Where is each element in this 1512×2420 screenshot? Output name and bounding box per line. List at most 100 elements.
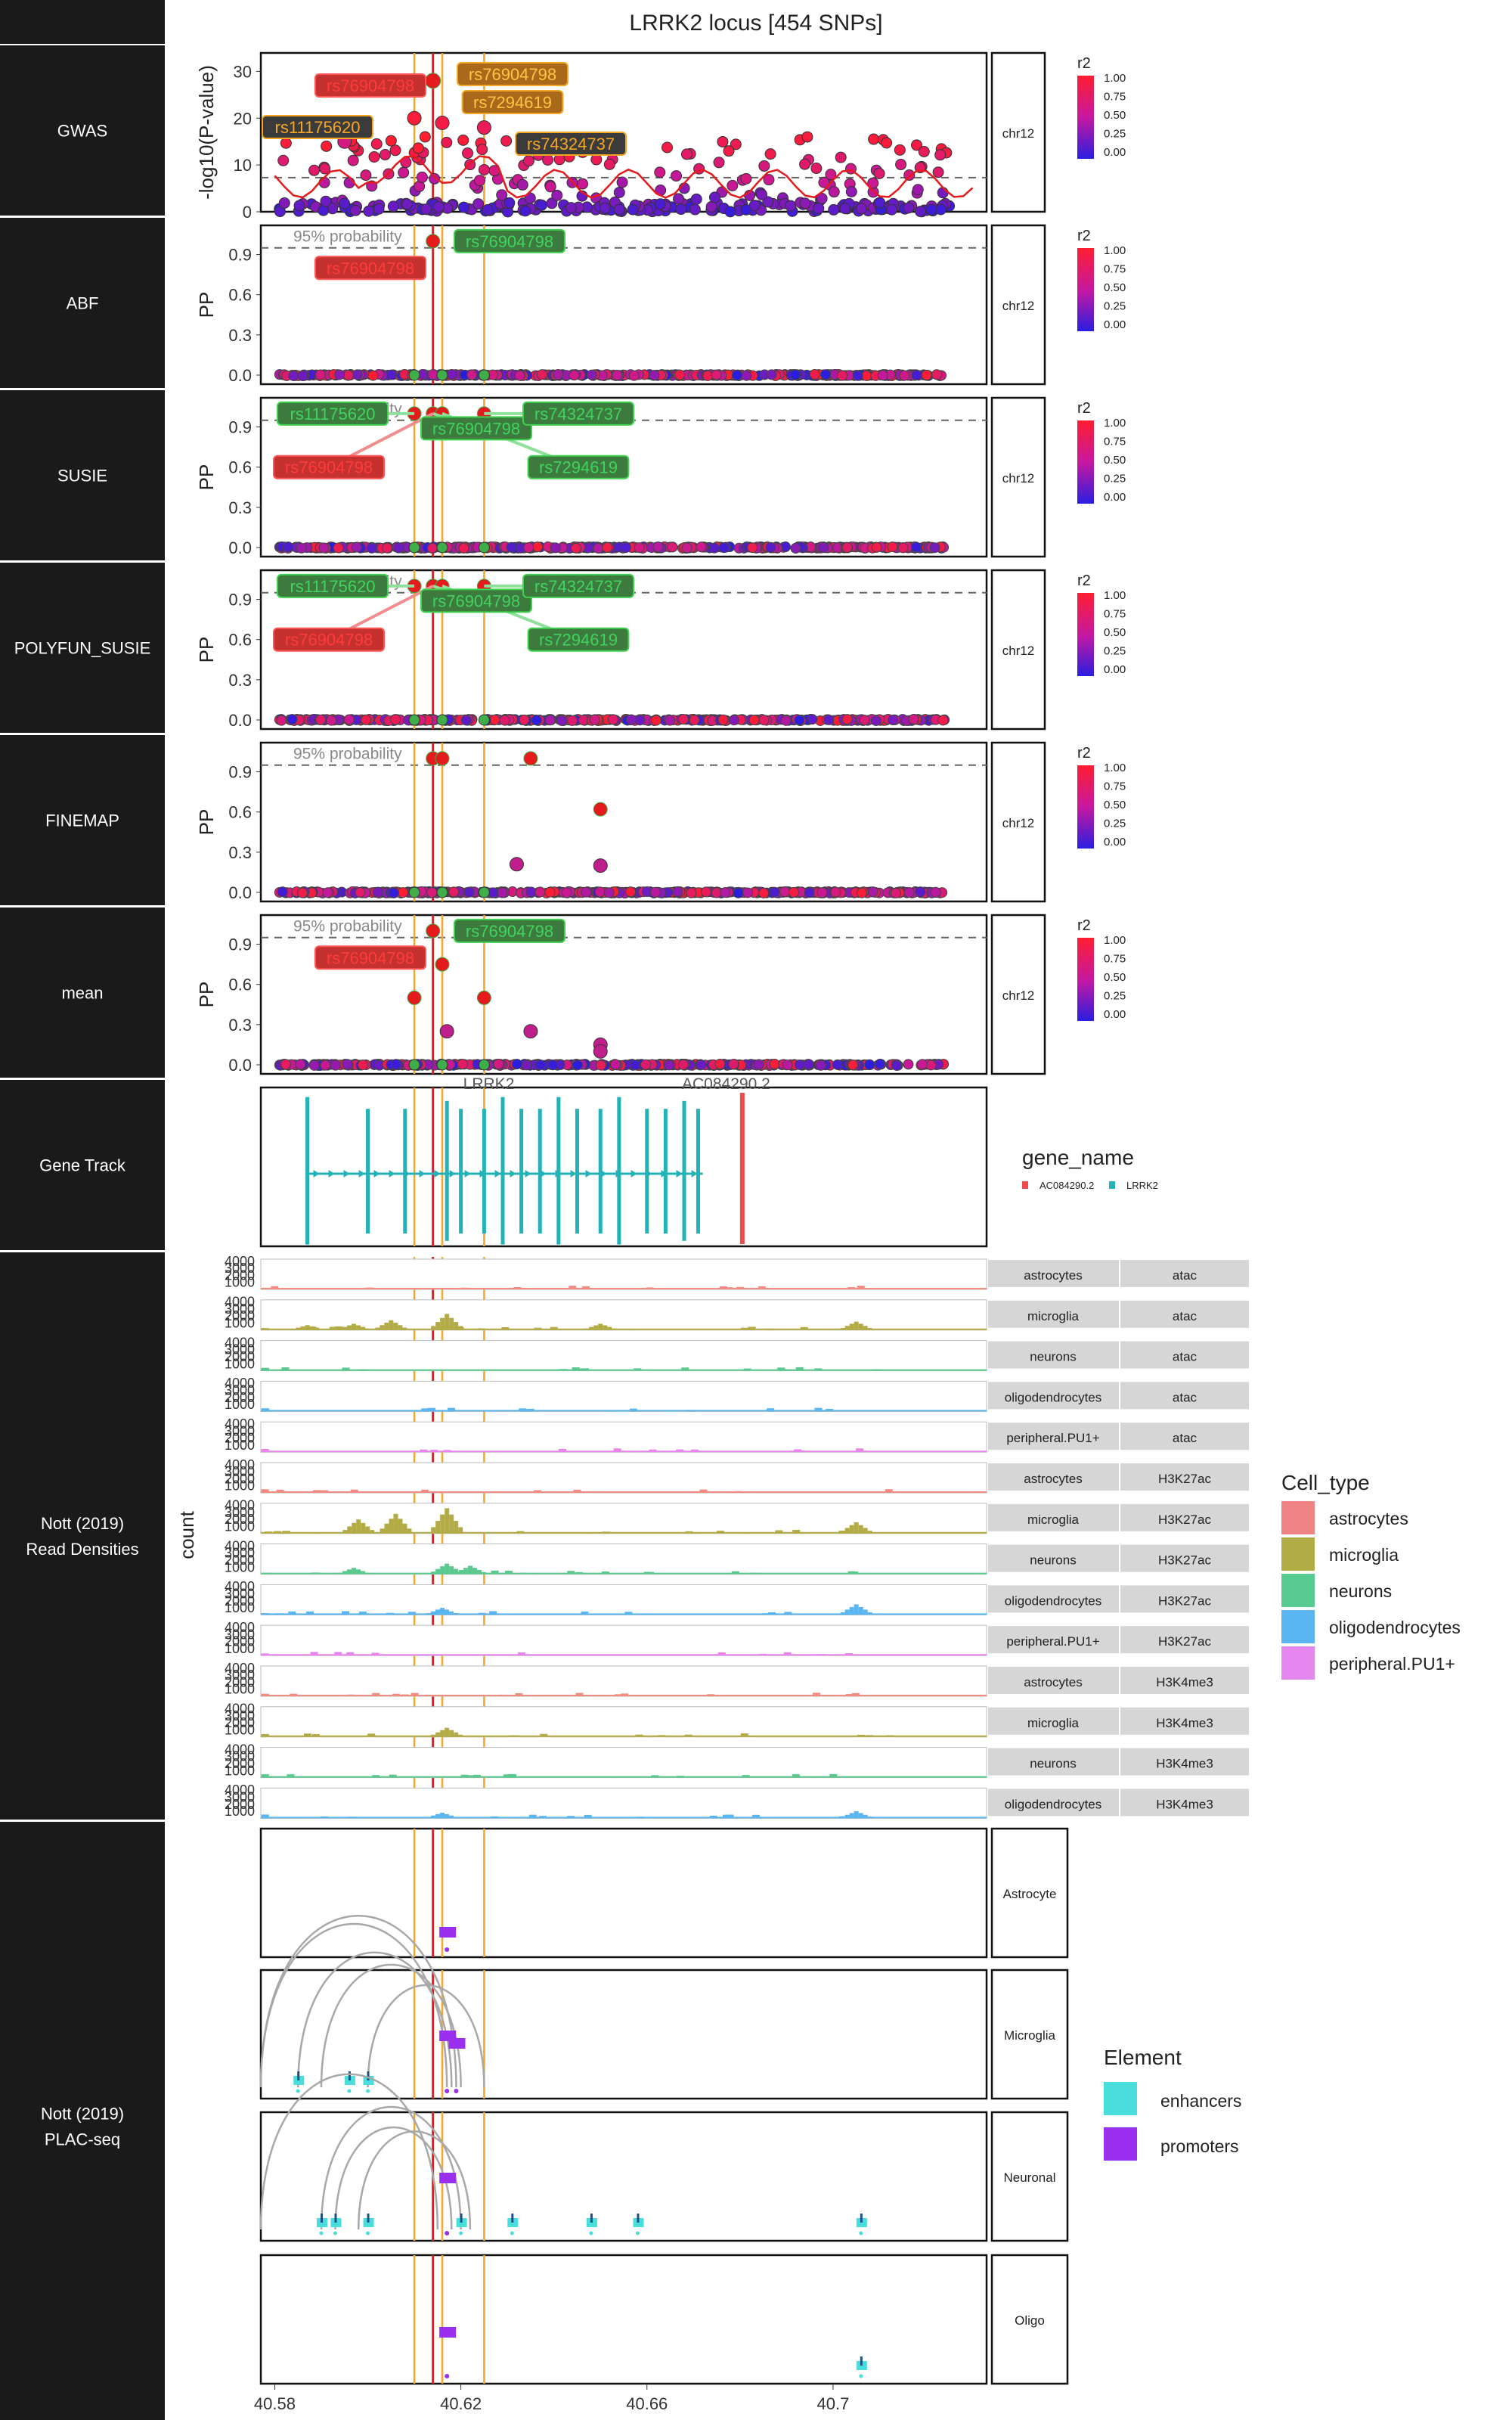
mean-consensus-zero: [478, 1059, 490, 1071]
gwas-snp-point: [873, 167, 885, 179]
mean-prob-label: 95% probability: [293, 918, 402, 935]
susie-snp-point: [897, 542, 909, 554]
rd-density-bar: [477, 1328, 485, 1330]
rd-density-bar: [378, 1654, 386, 1656]
abf-chrom-label: chr12: [1002, 299, 1035, 313]
polyfun-label-box: [273, 627, 385, 652]
row-label-susie: SUSIE: [57, 467, 107, 486]
rd-density-bar: [451, 1735, 459, 1737]
row-strip-finemap: [0, 735, 165, 905]
rd-density-bar: [849, 1323, 854, 1330]
polyfun-label: rs76904798: [432, 591, 520, 610]
rd-density-bar: [707, 1694, 715, 1696]
row-strip-mean: [0, 908, 165, 1078]
gene-strand-arrow: [691, 1170, 698, 1177]
polyfun-r2-title: r2: [1077, 572, 1091, 589]
rd-density-bar: [454, 1521, 459, 1534]
rd-density-bar: [261, 1287, 269, 1289]
rd-density-bar: [856, 1448, 864, 1453]
gene-name-lrrk2: LRRK2: [463, 1075, 515, 1093]
rd-density-bar: [351, 1817, 359, 1819]
rd-density-bar: [858, 1323, 863, 1330]
rd-density-bar: [466, 1775, 475, 1778]
gene-strand-arrow: [585, 1170, 592, 1177]
rd-density-bar: [740, 1327, 748, 1330]
abf-snp-point: [586, 369, 597, 380]
rd-density-bar: [447, 1407, 455, 1412]
gwas-snp-point: [689, 203, 701, 216]
rd-density-bar: [380, 1325, 385, 1330]
mean-snp-point: [728, 1059, 739, 1070]
finemap-snp-point: [448, 886, 460, 898]
rd-strip-mark-label: H3K4me3: [1156, 1757, 1213, 1771]
polyfun-label: rs74324737: [534, 577, 622, 596]
finemap-r2-tick: 0.75: [1104, 780, 1126, 793]
rd-strip-mark: [1120, 1503, 1249, 1531]
finemap-snp-point: [701, 886, 712, 898]
rd-strip-mark-label: H3K4me3: [1156, 1797, 1213, 1811]
rd-ytick-label: 2000: [225, 1674, 255, 1689]
plac-anchor-tick: [348, 2071, 351, 2080]
abf-snp-point: [297, 370, 308, 381]
abf-snp-point: [766, 369, 777, 380]
finemap-consensus-zero: [478, 886, 490, 898]
rd-density-bar: [440, 1730, 445, 1737]
rd-density-bar: [694, 1532, 702, 1534]
rd-density-bar: [489, 1611, 497, 1615]
abf-snp-point: [427, 369, 438, 380]
gene-exon: [305, 1097, 310, 1245]
rd-density-bar: [676, 1449, 684, 1453]
abf-snp-point: [514, 370, 525, 381]
gwas-snp-point: [671, 170, 683, 182]
mean-snp-point: [511, 1059, 522, 1070]
rd-strip-cell-label: neurons: [1030, 1350, 1076, 1364]
abf-snp-point: [446, 369, 457, 380]
polyfun-snp-point: [343, 714, 355, 725]
susie-snp-point: [634, 542, 645, 554]
mean-ytick-label: 0.3: [228, 1016, 252, 1035]
gwas-snp-point: [881, 137, 893, 149]
mean-r2-tick: 1.00: [1104, 934, 1126, 947]
finemap-snp-point: [322, 887, 333, 898]
finemap-snp-point: [649, 886, 661, 898]
rd-density-bar: [454, 1568, 459, 1575]
rd-strip-cell-label: peripheral.PU1+: [1006, 1431, 1099, 1445]
susie-snp-point: [318, 542, 330, 554]
gene-strand-arrow: [494, 1170, 501, 1177]
gwas-snp-point: [500, 135, 513, 147]
rd-strip-mark: [1120, 1260, 1249, 1287]
rd-density-bar: [401, 1694, 409, 1696]
mean-snp-point: [916, 1059, 928, 1070]
rd-density-bar: [847, 1287, 856, 1289]
gwas-lead-point: [425, 73, 442, 89]
rd-density-bar: [784, 1612, 792, 1615]
gwas-snp-point: [474, 175, 486, 187]
rd-density-bar: [519, 1572, 528, 1575]
rd-density-bar: [810, 1654, 819, 1656]
gwas-snp-point: [603, 158, 615, 170]
polyfun-snp-point: [748, 715, 760, 726]
finemap-snp-point: [867, 886, 878, 898]
gwas-snp-point: [895, 159, 907, 171]
rd-legend-title: Cell_type: [1281, 1471, 1370, 1494]
rd-density-bar: [386, 1612, 395, 1615]
gwas-snp-point: [708, 191, 720, 203]
abf-snp-point: [711, 369, 722, 380]
gwas-r2-tick: 1.00: [1104, 72, 1126, 85]
finemap-snp-point: [742, 887, 754, 898]
susie-snp-point: [871, 541, 882, 553]
rd-ytick-label: 3000: [225, 1708, 255, 1723]
gwas-snp-point: [441, 136, 453, 148]
rd-density-bar: [431, 1815, 435, 1819]
finemap-credset-point: [509, 857, 524, 872]
mean-snp-point: [753, 1059, 764, 1070]
rd-legend-label: astrocytes: [1329, 1509, 1408, 1528]
gwas-snp-point: [762, 196, 774, 208]
rd-density-bar: [872, 1369, 881, 1371]
polyfun-snp-point: [626, 714, 637, 725]
plac-anchor-tick: [321, 2214, 323, 2223]
rd-density-bar: [624, 1612, 633, 1615]
rd-density-bar: [736, 1286, 744, 1289]
rd-strip-mark: [1120, 1463, 1249, 1491]
susie-snp-point: [366, 542, 377, 554]
